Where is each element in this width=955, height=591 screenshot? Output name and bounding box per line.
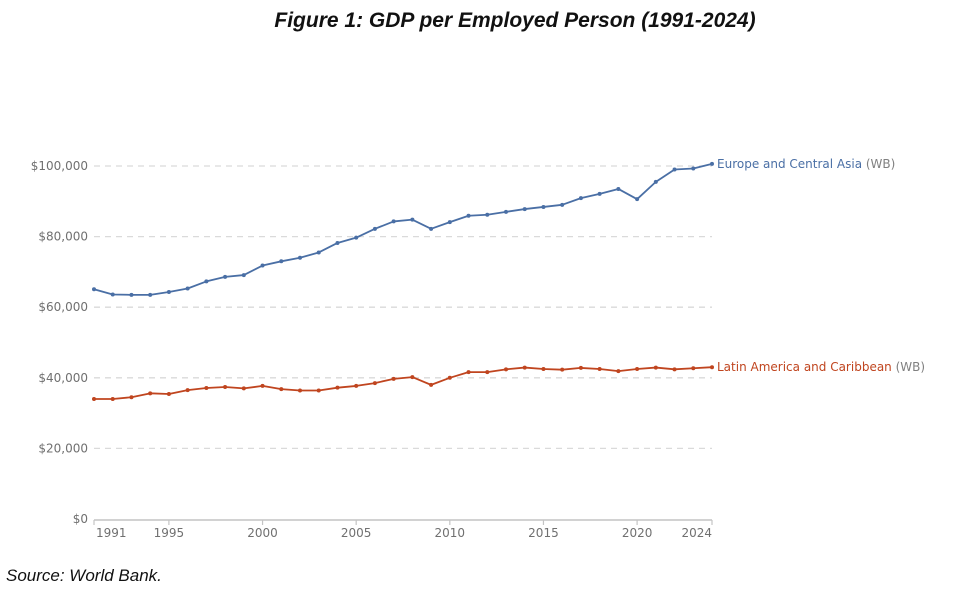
data-point [691,366,696,371]
data-point [92,396,96,401]
data-point [223,384,228,389]
series-label-suffix: (WB) [866,157,895,171]
series-label: Europe and Central Asia (WB) [717,157,895,171]
data-point [485,212,490,217]
data-point [710,161,714,166]
data-point [279,387,284,392]
data-point [597,191,602,196]
y-tick-label: $80,000 [38,230,88,244]
data-point [298,388,302,393]
data-point [260,263,265,268]
series-group: Europe and Central Asia (WB)Latin Americ… [92,157,925,401]
series-label-name: Europe and Central Asia [717,157,866,171]
series-line [93,163,713,296]
data-point [166,290,171,295]
data-point [710,365,714,370]
data-point [316,388,321,393]
data-point [504,209,508,214]
y-tick-label: $40,000 [38,371,88,385]
data-point [279,259,284,264]
data-point [185,286,190,291]
data-point [204,386,209,391]
data-point [298,255,302,260]
data-point [335,385,340,390]
y-tick-label: $20,000 [38,441,88,455]
chart-title: Figure 1: GDP per Employed Person (1991-… [274,9,756,32]
x-tick-label: 2005 [341,526,372,540]
data-point [447,220,452,225]
series-line [94,366,713,400]
data-point [204,279,209,284]
data-point [522,207,527,212]
y-tick-label: $100,000 [31,159,88,173]
data-point [335,240,340,245]
data-point [410,217,415,222]
data-point [578,365,583,370]
x-tick-label: 2015 [528,526,559,540]
data-point [372,381,377,386]
data-point [616,369,621,374]
data-point [597,366,602,371]
x-tick-label: 1995 [154,526,185,540]
data-point [260,383,265,388]
data-point [372,226,377,231]
data-point [672,367,677,372]
x-tick-label: 2000 [247,526,278,540]
gridlines [94,165,712,450]
data-point [391,376,396,381]
data-point [560,202,565,207]
data-point [485,370,490,375]
data-point [316,250,321,255]
data-point [410,375,415,380]
data-point [653,365,658,370]
series-label: Latin America and Caribbean (WB) [717,360,925,374]
series-latin-america-and-caribbean: Latin America and Caribbean (WB) [92,360,925,401]
data-point [129,292,134,297]
data-point [447,375,452,380]
data-point [354,235,359,240]
data-point [522,365,527,370]
x-tick-label: 2010 [435,526,466,540]
data-point [504,367,508,372]
x-tick-label: 1991 [96,526,127,540]
data-point [241,273,246,278]
x-axis: 1991 1995 2000 2005 2010 2015 2020 2024 [93,519,713,540]
data-point [653,179,658,184]
data-point [672,167,677,172]
series-label-name: Latin America and Caribbean [717,360,896,374]
y-tick-label: $60,000 [38,300,88,314]
data-point [616,186,621,191]
x-tick-label: 2020 [622,526,653,540]
data-point [92,287,96,292]
series-europe-and-central-asia: Europe and Central Asia (WB) [92,157,895,297]
data-point [148,391,153,396]
data-point [635,197,640,202]
y-axis: $0 $20,000 $40,000 $60,000 $80,000 $100,000 [31,159,88,526]
y-tick-label: $0 [73,512,88,526]
data-point [110,292,115,297]
series-label-suffix: (WB) [896,360,925,374]
data-point [429,382,434,387]
data-point [466,370,471,375]
x-tick-label: 2024 [681,526,712,540]
data-point [691,166,696,171]
data-point [541,204,546,209]
data-point [129,395,134,400]
data-point [241,386,246,391]
data-point [354,383,359,388]
data-point [541,366,546,371]
data-point [185,388,190,393]
data-point [110,396,115,401]
data-point [560,367,565,372]
data-point [578,196,583,201]
data-point [148,292,153,297]
data-point [429,226,434,231]
data-point [223,274,228,279]
data-point [635,366,640,371]
data-point [391,219,396,224]
data-point [166,392,171,397]
source-note: Source: World Bank. [6,566,162,585]
data-point [466,213,471,218]
